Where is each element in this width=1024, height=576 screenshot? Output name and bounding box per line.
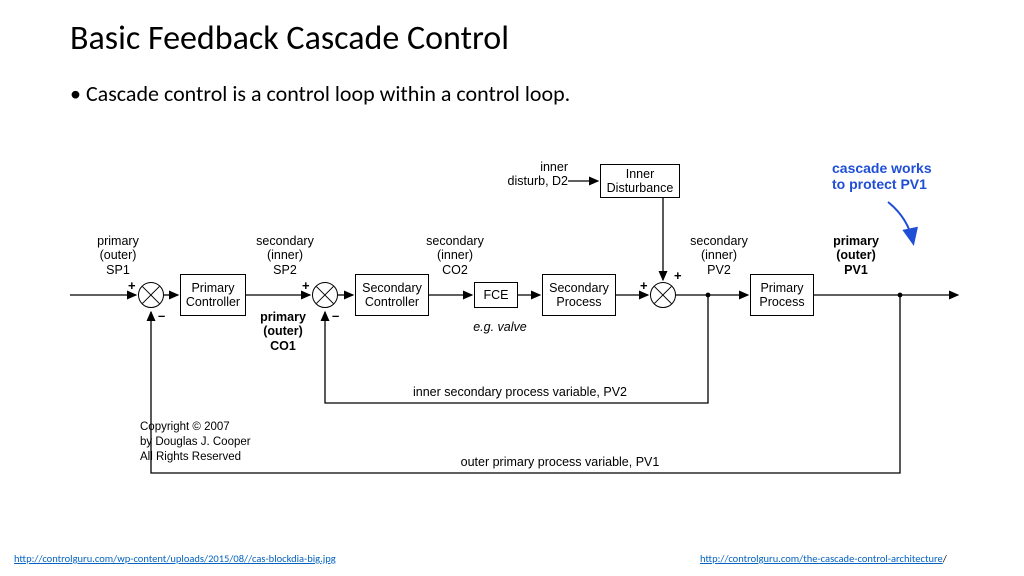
copyright-text: Copyright © 2007by Douglas J. CooperAll … [140, 420, 251, 465]
label-sp1: primary(outer)SP1 [92, 234, 144, 277]
sum2-minus: – [332, 308, 339, 323]
sum1-plus: + [128, 278, 136, 293]
block-diagram: + – + – + + PrimaryController SecondaryC… [70, 140, 980, 510]
box-primary-process: PrimaryProcess [750, 274, 814, 316]
box-secondary-process: SecondaryProcess [542, 274, 616, 316]
label-pv1: primary(outer)PV1 [828, 234, 884, 277]
label-co1: primary(outer)CO1 [254, 310, 312, 353]
link-right-slash: / [943, 552, 947, 565]
label-d2: innerdisturb, D2 [502, 160, 568, 189]
sum3-plus-t: + [674, 268, 682, 283]
box-fce: FCE [474, 282, 518, 308]
sum2-plus: + [302, 278, 310, 293]
label-sp2: secondary(inner)SP2 [254, 234, 316, 277]
label-pv2: secondary(inner)PV2 [688, 234, 750, 277]
slide-title: Basic Feedback Cascade Control [70, 18, 509, 59]
sum-junction-3 [650, 282, 676, 308]
label-egvalve: e.g. valve [470, 320, 530, 334]
slide-bullet: Cascade control is a control loop within… [70, 80, 570, 107]
link-right[interactable]: http://controlguru.com/the-cascade-contr… [700, 552, 943, 565]
sum-junction-2 [312, 282, 338, 308]
label-fb-inner: inner secondary process variable, PV2 [370, 385, 670, 399]
box-primary-controller: PrimaryController [180, 274, 246, 316]
label-fb-outer: outer primary process variable, PV1 [410, 455, 710, 469]
box-inner-disturbance: InnerDisturbance [600, 164, 680, 198]
link-left[interactable]: http://controlguru.com/wp-content/upload… [14, 552, 336, 565]
sum-junction-1 [138, 282, 164, 308]
box-secondary-controller: SecondaryController [355, 274, 429, 316]
label-co2: secondary(inner)CO2 [424, 234, 486, 277]
callout-text: cascade worksto protect PV1 [832, 160, 932, 192]
sum1-minus: – [158, 308, 165, 323]
sum3-plus-l: + [640, 278, 648, 293]
